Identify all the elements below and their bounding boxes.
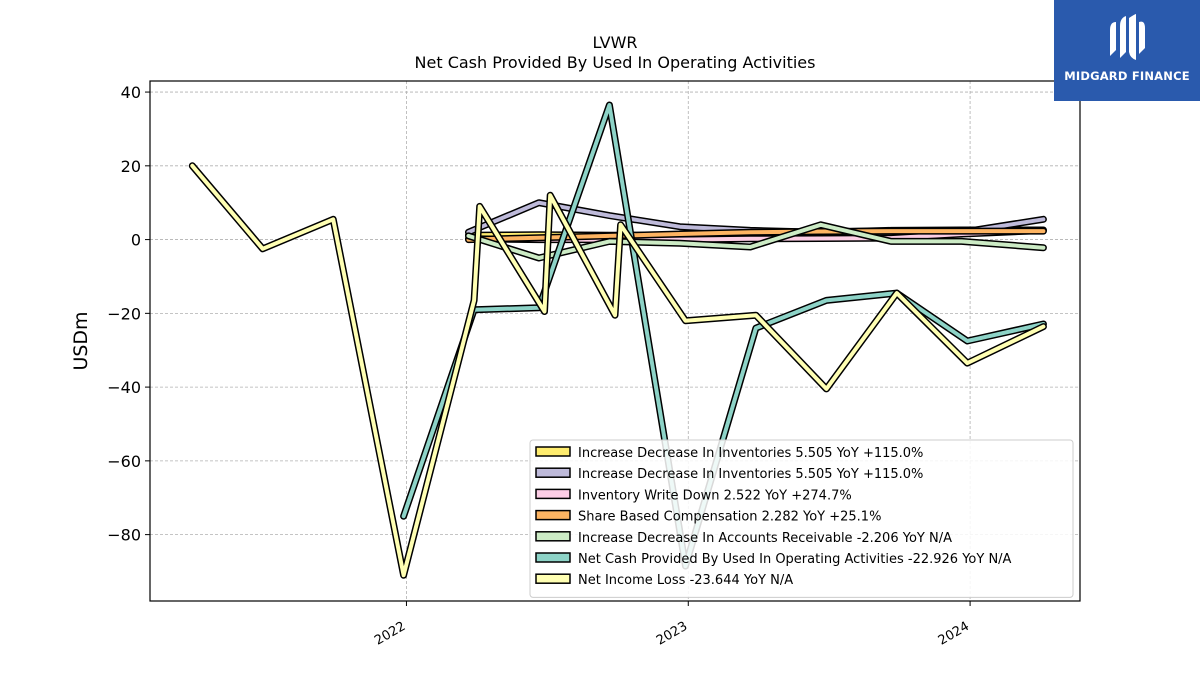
chart-subtitle: Net Cash Provided By Used In Operating A… [415,53,816,72]
legend-box [529,439,1074,598]
legend-label: Net Cash Provided By Used In Operating A… [578,552,1012,567]
y-tick-label: −40 [107,378,141,397]
logo-text: MIDGARD FINANCE [1064,69,1190,83]
legend-swatch [535,552,571,563]
x-tick-label: 2023 [654,619,690,649]
legend-label: Increase Decrease In Inventories 5.505 Y… [578,467,923,482]
legend-swatch [535,573,571,584]
y-tick-label: 20 [121,157,141,176]
legend-swatch [535,446,571,457]
series-stroke [190,163,1046,578]
legend: Increase Decrease In Inventories 5.505 Y… [529,439,1074,598]
series-stroke [466,222,1046,260]
legend-label: Increase Decrease In Accounts Receivable… [578,531,952,546]
chart-title: LVWR [592,33,637,52]
x-ticks: 2022 2023 2024 [372,601,972,649]
legend-swatch [535,509,571,521]
y-axis-label: USDm [70,311,92,370]
logo-mark-icon [1110,14,1145,60]
y-ticks: 40 20 0 −20 −40 −60 −80 [107,83,150,545]
x-tick-label: 2024 [936,619,972,649]
series-line-6 [188,162,1047,579]
y-tick-label: 40 [121,83,141,102]
y-tick-label: 0 [131,231,141,250]
legend-label: Share Based Compensation 2.282 YoY +25.1… [578,510,881,525]
legend-swatch [535,467,571,478]
y-tick-label: −20 [107,304,141,323]
legend-label: Increase Decrease In Inventories 5.505 Y… [578,446,923,461]
brand-logo: MIDGARD FINANCE [1054,0,1200,101]
series-line-4 [465,221,1047,262]
y-tick-label: −80 [107,526,141,545]
x-tick-label: 2022 [372,619,408,649]
legend-label: Net Income Loss -23.644 YoY N/A [578,573,793,588]
plot-frame [149,80,1081,602]
y-tick-label: −60 [107,452,141,471]
legend-swatch [535,531,571,542]
legend-swatch [535,488,571,500]
legend-label: Inventory Write Down 2.522 YoY +274.7% [578,488,852,503]
